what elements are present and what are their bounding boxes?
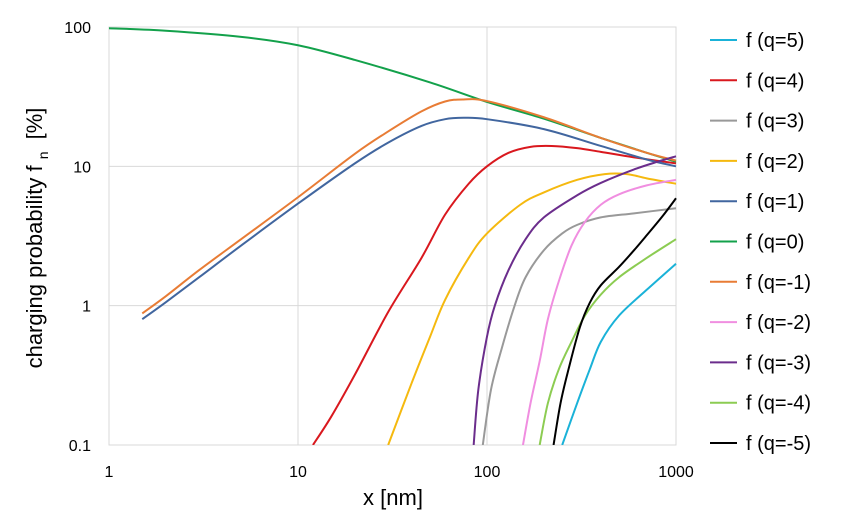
legend-label: f (q=3) bbox=[746, 111, 804, 133]
legend-label: f (q=4) bbox=[746, 70, 804, 92]
series-line-fq1 bbox=[141, 116, 677, 320]
plot-area-border bbox=[108, 26, 677, 446]
x-tick-label: 1 bbox=[105, 464, 114, 481]
legend-label: f (q=-2) bbox=[746, 312, 811, 334]
y-axis-title-group: charging probability f n [%] bbox=[22, 108, 53, 369]
x-tick-label: 10 bbox=[289, 464, 307, 481]
series-line-fq3 bbox=[481, 207, 677, 445]
y-tick-label: 0.1 bbox=[69, 438, 91, 455]
series-line-fq4 bbox=[312, 144, 677, 445]
series-line-fq0 bbox=[109, 27, 677, 163]
y-tick-label: 1 bbox=[82, 299, 91, 316]
legend-label: f (q=-4) bbox=[746, 393, 811, 415]
legend-label: f (q=1) bbox=[746, 191, 804, 213]
x-tick-label: 1000 bbox=[658, 464, 694, 481]
y-tick-label: 10 bbox=[73, 159, 91, 176]
series-line-fq-3 bbox=[472, 155, 677, 445]
y-tick-label: 100 bbox=[64, 20, 91, 37]
legend-label: f (q=-5) bbox=[746, 433, 811, 455]
legend-label: f (q=2) bbox=[746, 151, 804, 173]
series-line-fq-5 bbox=[552, 197, 677, 445]
y-axis-title-unit: [%] bbox=[22, 108, 47, 140]
series-line-fq-2 bbox=[521, 178, 677, 445]
legend-label: f (q=-3) bbox=[746, 352, 811, 374]
series-line-fq-1 bbox=[141, 98, 677, 315]
legend: f (q=5) f (q=4) f (q=3) f (q=2) f (q=1) f (q=… bbox=[710, 30, 811, 455]
y-axis-title: charging probability f n [%] bbox=[22, 108, 53, 369]
axes: 1 10 100 1000 0.1 1 10 100 bbox=[64, 20, 694, 481]
series-lines bbox=[109, 27, 677, 445]
series-line-fq5 bbox=[561, 262, 677, 445]
y-axis-title-main: charging probability f bbox=[22, 165, 47, 369]
series-line-fq2 bbox=[387, 172, 677, 445]
y-axis-title-subscript: n bbox=[35, 151, 51, 159]
x-tick-label: 100 bbox=[474, 464, 501, 481]
legend-label: f (q=0) bbox=[746, 232, 804, 254]
x-axis-title: x [nm] bbox=[363, 485, 423, 510]
grid bbox=[108, 26, 677, 446]
legend-label: f (q=-1) bbox=[746, 272, 811, 294]
series-line-fq-4 bbox=[538, 238, 677, 445]
legend-label: f (q=5) bbox=[746, 30, 804, 52]
